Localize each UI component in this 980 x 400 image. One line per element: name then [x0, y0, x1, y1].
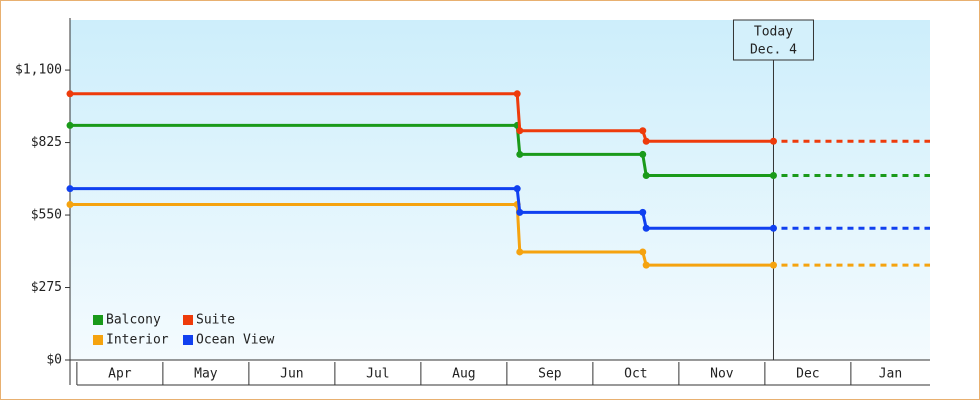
point [639, 248, 647, 256]
today-label: Dec. 4 [750, 43, 797, 58]
point [642, 261, 650, 269]
point [639, 127, 647, 135]
x-tick-label: Jun [280, 367, 303, 382]
point [642, 172, 650, 180]
x-tick-label: Oct [624, 367, 647, 382]
point [516, 208, 524, 216]
point [769, 224, 777, 232]
legend-swatch [93, 335, 103, 345]
point [516, 150, 524, 158]
point [639, 150, 647, 158]
point [66, 185, 74, 193]
legend-label: Balcony [106, 313, 161, 328]
x-tick-label: Dec [796, 367, 819, 382]
legend-swatch [93, 315, 103, 325]
series-line [70, 123, 774, 178]
point [769, 137, 777, 145]
point [66, 200, 74, 208]
y-tick-label: $275 [31, 280, 62, 295]
point [769, 261, 777, 269]
y-tick-label: $825 [31, 135, 62, 150]
point [66, 90, 74, 98]
series-line [70, 202, 774, 267]
legend-swatch [183, 335, 193, 345]
y-tick-label: $1,100 [15, 63, 62, 78]
point [66, 121, 74, 129]
x-tick-label: Jan [879, 367, 902, 382]
point [516, 248, 524, 256]
x-tick-label: Aug [452, 367, 475, 382]
legend-label: Ocean View [196, 333, 274, 348]
y-tick-label: $550 [31, 208, 62, 223]
point [513, 90, 521, 98]
point [639, 208, 647, 216]
point [516, 127, 524, 135]
x-tick-label: May [194, 367, 218, 382]
y-tick-label: $0 [46, 353, 62, 368]
today-box [732, 19, 814, 61]
point [769, 172, 777, 180]
x-tick-label: Sep [538, 367, 562, 382]
x-tick-label: Apr [108, 367, 132, 382]
point [642, 137, 650, 145]
x-tick-label: Jul [366, 367, 389, 382]
series-line [70, 187, 774, 230]
x-tick-label: Nov [710, 367, 734, 382]
today-label: Today [754, 25, 793, 40]
legend-swatch [183, 315, 193, 325]
legend-label: Suite [196, 313, 235, 328]
legend-label: Interior [106, 333, 169, 348]
point [513, 185, 521, 193]
point [642, 224, 650, 232]
series-line [70, 92, 774, 143]
